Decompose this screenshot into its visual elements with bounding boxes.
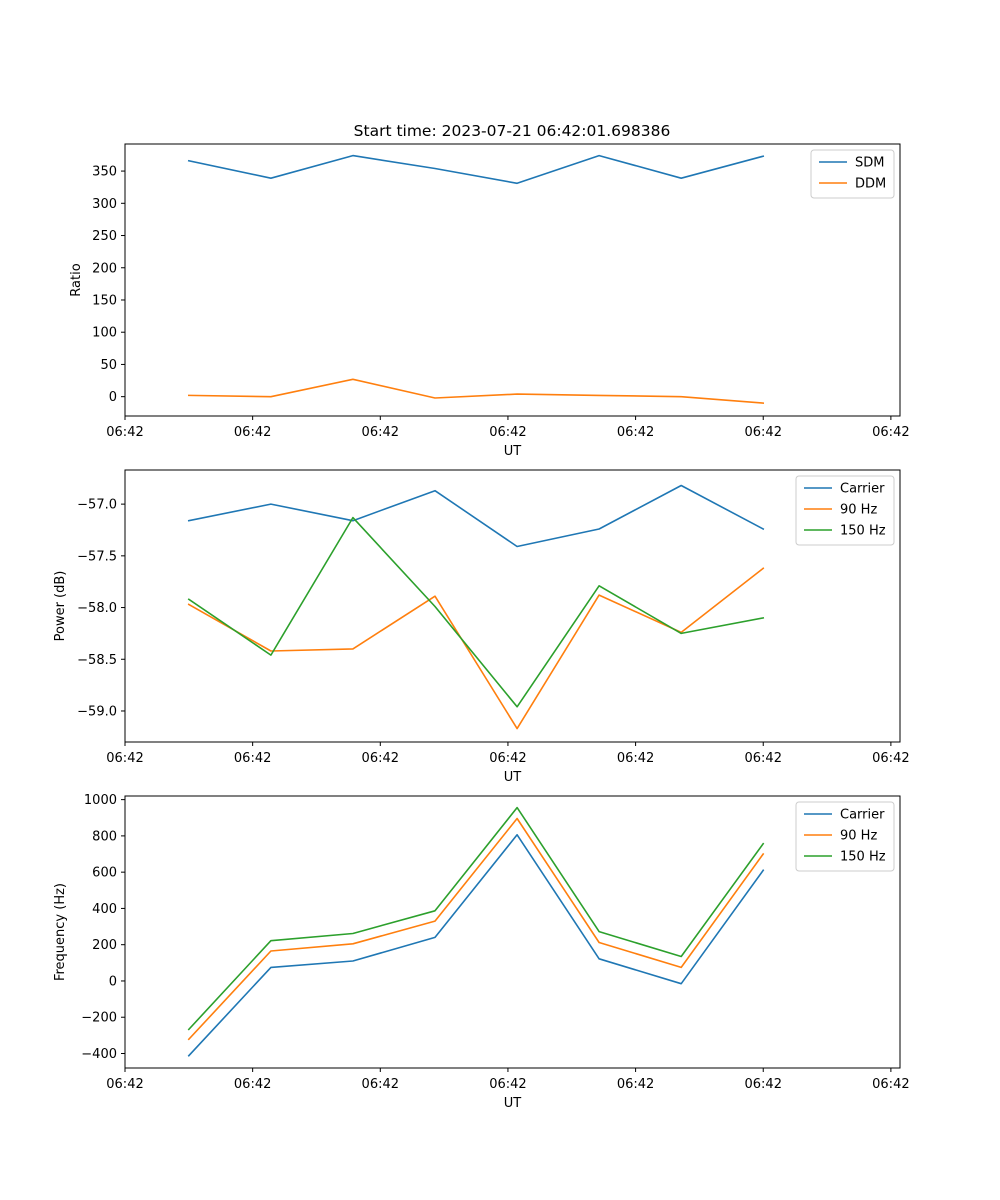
x-tick-label: 06:42 bbox=[617, 425, 654, 440]
y-tick-label: 250 bbox=[92, 229, 117, 244]
x-tick-label: 06:42 bbox=[234, 751, 271, 766]
y-tick-label: 0 bbox=[109, 390, 117, 405]
x-tick-label: 06:42 bbox=[106, 425, 143, 440]
legend: Carrier 90 Hz 150 Hz bbox=[795, 475, 895, 546]
panels: 06:42 06:42 06:42 06:42 06:42 06:42 06:42 0 50 10… bbox=[53, 143, 910, 1111]
x-tick-label: 06:42 bbox=[362, 751, 399, 766]
y-tick-label: 200 bbox=[92, 938, 117, 953]
y-axis-label: Power (dB) bbox=[53, 571, 68, 642]
x-tick-label: 06:42 bbox=[489, 425, 526, 440]
legend-entry: 90 Hz bbox=[840, 829, 877, 844]
axes-frame bbox=[124, 795, 901, 1069]
chart-panel-3: 06:42 06:42 06:42 06:42 06:42 06:42 06:42 −400 −… bbox=[53, 793, 910, 1111]
x-tick-label: 06:42 bbox=[489, 751, 526, 766]
axes-frame bbox=[124, 469, 901, 743]
y-tick-label: 100 bbox=[92, 326, 117, 341]
y-tick-label: 1000 bbox=[84, 793, 117, 808]
x-tick-label: 06:42 bbox=[872, 1077, 909, 1092]
y-tick-label: 600 bbox=[92, 866, 117, 881]
chart-panel-2: 06:42 06:42 06:42 06:42 06:42 06:42 06:42 −59.0… bbox=[53, 469, 910, 785]
x-tick-label: 06:42 bbox=[362, 1077, 399, 1092]
x-tick-label: 06:42 bbox=[106, 1077, 143, 1092]
x-tick-label: 06:42 bbox=[234, 425, 271, 440]
y-tick-label: −57.5 bbox=[77, 549, 117, 564]
legend-box bbox=[795, 801, 895, 872]
y-tick-label: −59.0 bbox=[77, 704, 117, 719]
legend-entry: 90 Hz bbox=[840, 503, 877, 518]
series-line-150-hz bbox=[187, 516, 765, 708]
x-tick-label: 06:42 bbox=[362, 425, 399, 440]
x-tick-label: 06:42 bbox=[872, 751, 909, 766]
legend-entry: 150 Hz bbox=[840, 850, 886, 865]
axes-frame bbox=[124, 143, 901, 417]
legend-entry: Carrier bbox=[840, 482, 885, 497]
y-tick-label: 800 bbox=[92, 829, 117, 844]
legend-entry: Carrier bbox=[840, 808, 885, 823]
y-tick-label: −58.0 bbox=[77, 601, 117, 616]
x-axis-label: UT bbox=[504, 1096, 522, 1111]
y-tick-label: −200 bbox=[81, 1011, 117, 1026]
x-tick-label: 06:42 bbox=[489, 1077, 526, 1092]
y-axis-label: Frequency (Hz) bbox=[53, 883, 68, 981]
x-tick-label: 06:42 bbox=[234, 1077, 271, 1092]
x-tick-label: 06:42 bbox=[745, 425, 782, 440]
legend-entry: SDM bbox=[855, 156, 884, 171]
y-tick-label: 0 bbox=[109, 974, 117, 989]
legend: SDM DDM bbox=[810, 149, 895, 199]
x-axis-label: UT bbox=[504, 770, 522, 785]
x-tick-label: 06:42 bbox=[872, 425, 909, 440]
x-tick-label: 06:42 bbox=[617, 751, 654, 766]
y-tick-label: −58.5 bbox=[77, 653, 117, 668]
legend-entry: 150 Hz bbox=[840, 524, 886, 539]
chart-panel-1: 06:42 06:42 06:42 06:42 06:42 06:42 06:42 0 50 10… bbox=[69, 143, 910, 459]
x-axis-label: UT bbox=[504, 444, 522, 459]
series-line-150-hz bbox=[187, 806, 765, 1031]
series-line-90-hz bbox=[187, 817, 765, 1041]
series-line-carrier bbox=[187, 484, 765, 548]
x-tick-label: 06:42 bbox=[106, 751, 143, 766]
series-line-carrier bbox=[187, 833, 765, 1057]
series-line-ddm bbox=[187, 378, 765, 404]
y-tick-label: 400 bbox=[92, 902, 117, 917]
y-axis-label: Ratio bbox=[69, 263, 84, 296]
y-tick-label: 150 bbox=[92, 293, 117, 308]
y-tick-label: 300 bbox=[92, 197, 117, 212]
legend: Carrier 90 Hz 150 Hz bbox=[795, 801, 895, 872]
y-tick-label: 350 bbox=[92, 165, 117, 180]
figure-title: Start time: 2023-07-21 06:42:01.698386 bbox=[354, 122, 671, 140]
legend-box bbox=[795, 475, 895, 546]
legend-entry: DDM bbox=[855, 177, 886, 192]
y-tick-label: 50 bbox=[100, 358, 117, 373]
y-tick-label: 200 bbox=[92, 261, 117, 276]
series-line-sdm bbox=[187, 154, 765, 185]
x-tick-label: 06:42 bbox=[617, 1077, 654, 1092]
x-tick-label: 06:42 bbox=[745, 751, 782, 766]
x-tick-label: 06:42 bbox=[745, 1077, 782, 1092]
y-tick-label: −400 bbox=[81, 1047, 117, 1062]
y-tick-label: −57.0 bbox=[77, 498, 117, 513]
